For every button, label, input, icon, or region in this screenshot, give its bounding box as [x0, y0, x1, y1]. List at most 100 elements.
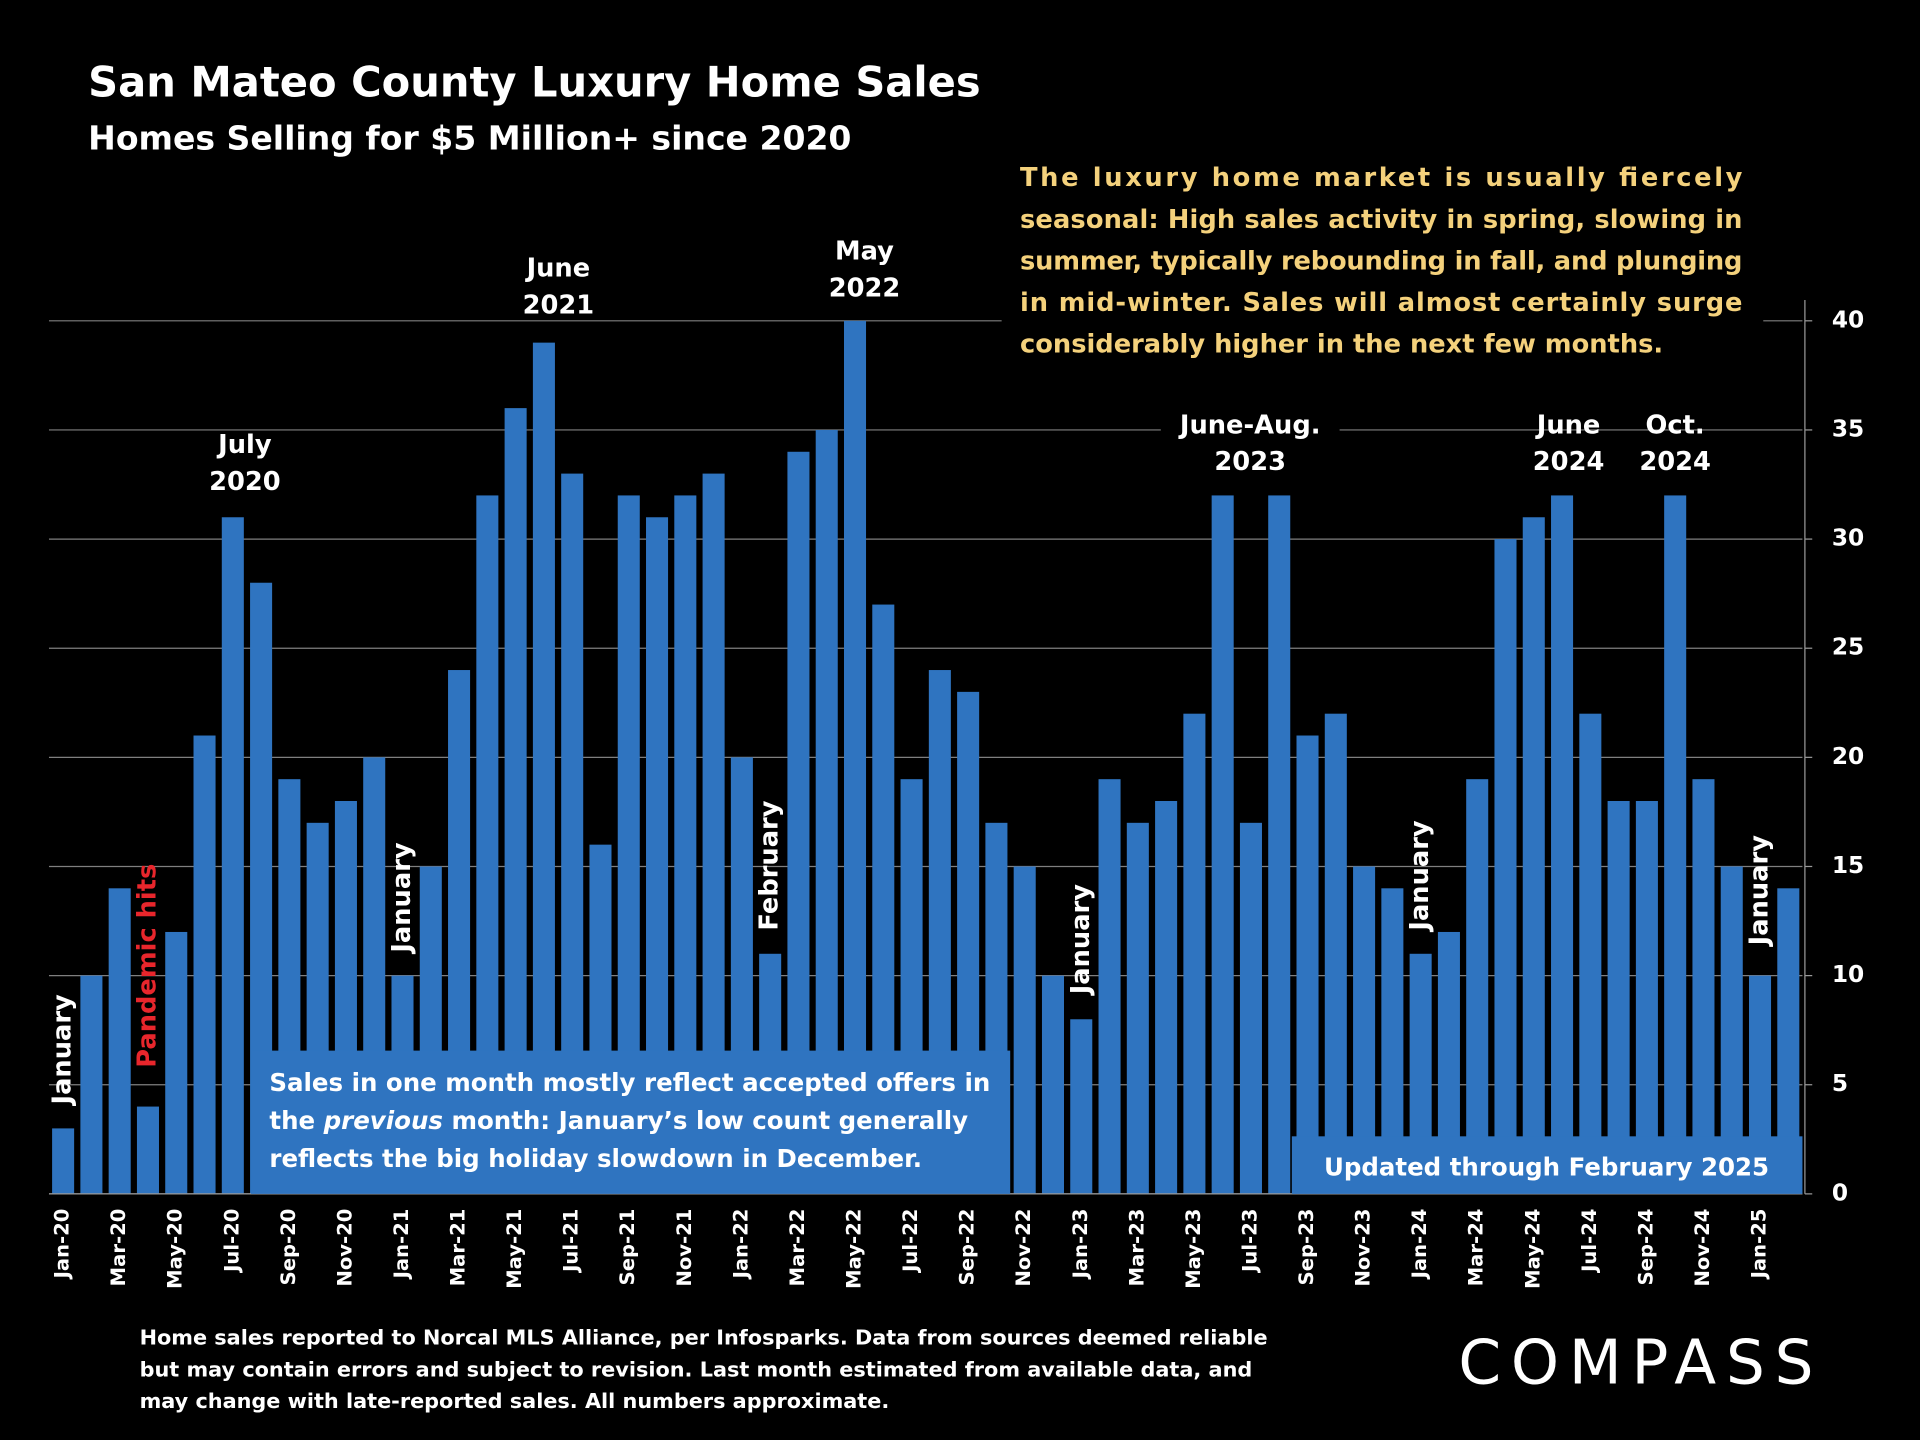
annotation: January — [1066, 884, 1096, 997]
x-tick-label: Jul-24 — [1578, 1209, 1601, 1274]
bar — [165, 931, 188, 1194]
commentary-backdrop — [1001, 156, 1764, 368]
y-tick-label: 15 — [1832, 852, 1864, 879]
x-tick-label: Jul-20 — [220, 1209, 243, 1274]
x-tick-label: Sep-22 — [956, 1209, 979, 1286]
annotation: 2024 — [1639, 447, 1711, 477]
y-tick-label: 40 — [1832, 306, 1864, 333]
updated-box — [1291, 1136, 1803, 1194]
bar — [561, 473, 584, 1194]
annotation: February — [755, 800, 785, 930]
y-tick-label: 0 — [1832, 1179, 1848, 1206]
bar — [1664, 495, 1687, 1194]
note-part: previous — [323, 1106, 443, 1135]
y-tick-label: 35 — [1832, 415, 1864, 442]
bar — [1494, 539, 1517, 1194]
updated-note: Updated through February 2025 — [1324, 1153, 1769, 1182]
y-tick-label: 30 — [1832, 525, 1864, 552]
annotation: 2020 — [209, 467, 281, 497]
x-tick-label: Sep-21 — [616, 1209, 639, 1286]
x-tick-label: Jan-25 — [1748, 1209, 1771, 1281]
bar — [1437, 931, 1460, 1194]
commentary: considerably higher in the next few mont… — [1020, 330, 1663, 360]
bar — [1777, 888, 1800, 1194]
annotation: 2022 — [829, 273, 901, 303]
x-tick-label: May-22 — [843, 1209, 866, 1289]
x-tick-label: Jan-23 — [1069, 1209, 1092, 1281]
y-tick-label: 20 — [1832, 743, 1864, 770]
x-tick-label: Sep-24 — [1634, 1209, 1657, 1286]
annotation: 2024 — [1533, 447, 1605, 477]
x-tick-label: Mar-23 — [1125, 1209, 1148, 1287]
bar — [1522, 517, 1545, 1194]
note-box — [251, 1050, 1011, 1194]
annotation: July — [216, 430, 272, 460]
bar — [1070, 1019, 1093, 1194]
bar — [1607, 801, 1630, 1194]
bar — [80, 975, 103, 1194]
annotation: January — [1745, 835, 1775, 948]
bar — [1720, 866, 1743, 1194]
x-tick-label: Jan-24 — [1408, 1209, 1431, 1281]
footnote: may change with late-reported sales. All… — [140, 1389, 890, 1413]
x-tick-label: May-24 — [1521, 1209, 1544, 1289]
bar — [674, 495, 697, 1194]
commentary: The luxury home market is usually fierce… — [1020, 163, 1743, 193]
bar — [843, 320, 867, 1194]
note-part: reflects the big holiday slowdown in Dec… — [269, 1144, 922, 1173]
brand-logo: COMPASS — [1458, 1328, 1823, 1399]
bar — [1041, 975, 1065, 1194]
bar — [1296, 735, 1319, 1194]
bar — [108, 888, 131, 1194]
x-tick-label: Mar-22 — [786, 1209, 809, 1287]
annotation: June — [525, 254, 591, 284]
x-tick-label: May-23 — [1182, 1209, 1205, 1289]
annotation: January — [48, 994, 78, 1107]
note-part: month: January’s low count generally — [451, 1106, 968, 1135]
bar — [476, 495, 499, 1194]
note-part: Sales in one month mostly reflect accept… — [269, 1068, 990, 1097]
x-tick-label: Jul-22 — [899, 1209, 922, 1274]
footnote: but may contain errors and subject to re… — [140, 1357, 1253, 1381]
bar — [1155, 801, 1178, 1194]
bar — [1098, 779, 1121, 1194]
annotation: January — [387, 842, 417, 955]
x-tick-label: Jul-21 — [560, 1209, 583, 1274]
x-tick-label: Sep-23 — [1295, 1209, 1318, 1286]
bar — [1183, 713, 1206, 1194]
note: Sales in one month mostly reflect accept… — [269, 1068, 990, 1097]
bar — [1551, 495, 1574, 1194]
y-tick-label: 5 — [1832, 1070, 1848, 1097]
annotation: Oct. — [1646, 410, 1705, 440]
bar — [1324, 713, 1347, 1194]
annotation: 2021 — [523, 290, 595, 320]
commentary: summer, typically rebounding in fall, an… — [1020, 246, 1742, 276]
x-tick-label: Mar-21 — [447, 1209, 470, 1287]
annotation: January — [1405, 820, 1435, 933]
x-tick-label: Sep-20 — [277, 1209, 300, 1286]
bar — [136, 1106, 159, 1194]
x-tick-label: Nov-24 — [1691, 1209, 1714, 1287]
bar — [1635, 801, 1658, 1194]
x-tick-label: Nov-20 — [333, 1209, 356, 1287]
bar — [193, 735, 216, 1194]
x-tick-label: Jan-20 — [51, 1209, 74, 1281]
bar — [872, 604, 895, 1194]
y-tick-label: 25 — [1832, 634, 1864, 661]
commentary: in mid-winter. Sales will almost certain… — [1020, 288, 1742, 318]
annotation: June-Aug. — [1178, 410, 1321, 440]
x-tick-label: Mar-20 — [107, 1209, 130, 1287]
bar — [250, 582, 273, 1194]
note: the previous month: January’s low count … — [269, 1106, 968, 1135]
bar — [504, 408, 527, 1194]
note: reflects the big holiday slowdown in Dec… — [269, 1144, 922, 1173]
annotation: May — [835, 237, 894, 267]
x-tick-label: Nov-22 — [1012, 1209, 1035, 1287]
annotation: 2023 — [1214, 447, 1286, 477]
x-tick-label: Nov-21 — [673, 1209, 696, 1287]
x-tick-label: Nov-23 — [1352, 1209, 1375, 1287]
bar — [1013, 866, 1036, 1194]
bar — [1353, 866, 1376, 1194]
bar — [646, 517, 669, 1194]
bar — [1692, 779, 1715, 1194]
